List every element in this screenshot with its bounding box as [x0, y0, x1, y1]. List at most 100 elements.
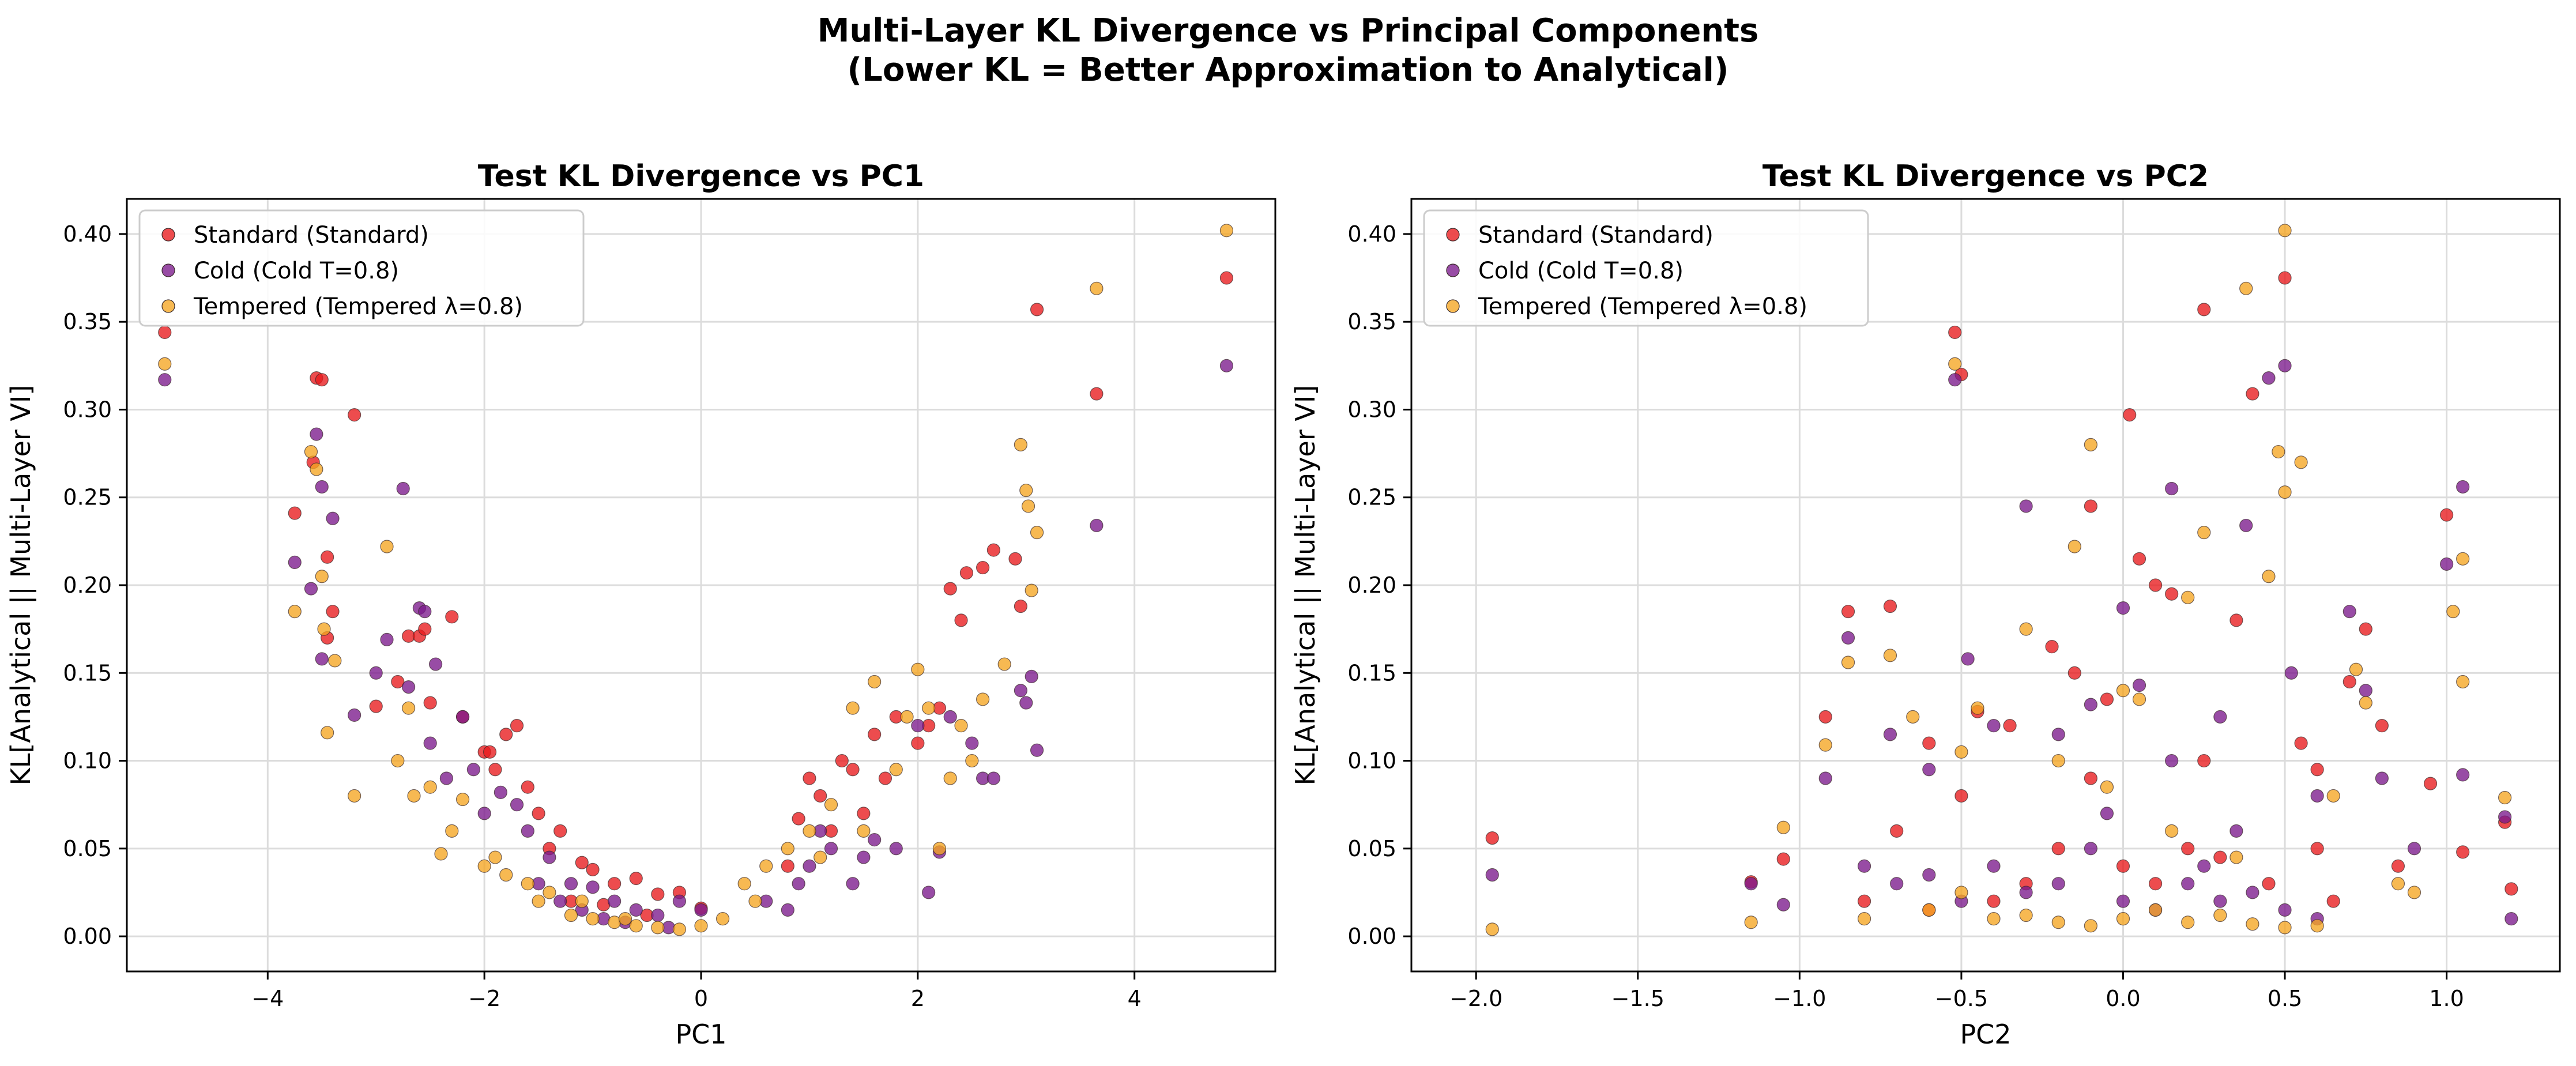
scatter-point-1-19 [510, 798, 524, 812]
scatter-point-2-42 [2246, 917, 2259, 931]
scatter-point-1-22 [2342, 605, 2356, 619]
scatter-point-2-27 [715, 912, 730, 926]
scatter-point-1-17 [477, 807, 491, 820]
scatter-point-0-25 [608, 877, 622, 891]
scatter-point-0-56 [878, 771, 892, 785]
scatter-point-1-40 [889, 842, 903, 856]
scatter-point-1-40 [2246, 886, 2259, 899]
scatter-point-1-25 [629, 903, 643, 917]
scatter-point-2-35 [889, 763, 903, 777]
legend-marker [1446, 263, 1460, 277]
scatter-point-0-34 [1987, 894, 2001, 908]
subplot-title: Test KL Divergence vs PC1 [478, 159, 924, 194]
scatter-point-1-41 [911, 719, 925, 733]
scatter-point-1-44 [1890, 877, 1904, 891]
y-tick-label: 0.35 [1347, 309, 1396, 334]
scatter-point-0-24 [586, 862, 600, 876]
legend-marker [1446, 228, 1460, 242]
scatter-point-0-5 [1883, 599, 1897, 613]
scatter-point-1-28 [2498, 810, 2512, 824]
scatter-point-2-30 [2456, 552, 2470, 566]
scatter-point-2-37 [2084, 919, 2097, 933]
legend-marker [1446, 299, 1460, 313]
scatter-point-2-42 [976, 692, 990, 706]
scatter-point-0-49 [2359, 622, 2372, 636]
scatter-point-1-29 [2505, 912, 2518, 926]
scatter-point-2-21 [2278, 224, 2292, 238]
scatter-point-2-6 [1906, 710, 1920, 724]
scatter-point-0-42 [911, 736, 925, 750]
scatter-point-0-22 [553, 824, 567, 838]
figure-title-line2: (Lower KL = Better Approximation to Anal… [848, 51, 1729, 89]
scatter-point-1-21 [2310, 789, 2324, 803]
y-tick-label: 0.05 [1347, 836, 1396, 861]
scatter-point-0-47 [976, 560, 990, 575]
scatter-point-0-12 [423, 696, 437, 710]
scatter-point-2-49 [1090, 281, 1104, 295]
scatter-point-2-56 [857, 824, 871, 838]
scatter-point-1-24 [608, 894, 622, 908]
scatter-point-2-37 [911, 662, 925, 676]
scatter-point-2-32 [1857, 912, 1871, 926]
legend [1423, 209, 1869, 327]
scatter-point-1-54 [792, 877, 805, 891]
scatter-point-2-31 [2498, 790, 2512, 805]
scatter-point-1-13 [428, 657, 443, 671]
scatter-point-2-17 [2197, 526, 2211, 540]
scatter-point-1-18 [494, 785, 507, 799]
scatter-point-0-49 [1008, 552, 1022, 566]
scatter-point-1-53 [1219, 359, 1234, 372]
legend-entry: Tempered (Tempered λ=0.8) [1478, 293, 1807, 320]
scatter-point-2-26 [694, 919, 708, 933]
y-tick-label: 0.25 [1347, 485, 1396, 510]
scatter-point-1-4 [1841, 631, 1855, 645]
scatter-point-1-7 [348, 708, 361, 722]
scatter-point-2-0 [158, 357, 172, 371]
scatter-point-2-5 [1883, 649, 1897, 662]
scatter-point-2-5 [317, 622, 331, 636]
legend-entry: Tempered (Tempered λ=0.8) [193, 293, 523, 320]
scatter-point-2-24 [651, 921, 665, 935]
scatter-point-1-12 [418, 605, 432, 619]
scatter-point-2-20 [564, 908, 578, 922]
scatter-point-0-43 [2391, 859, 2405, 873]
scatter-point-2-40 [943, 771, 957, 785]
scatter-point-0-45 [954, 613, 968, 627]
scatter-point-0-4 [1841, 605, 1855, 619]
scatter-point-1-20 [2284, 666, 2298, 680]
scatter-point-0-23 [575, 856, 589, 869]
scatter-point-2-19 [543, 886, 556, 899]
scatter-point-2-33 [1922, 903, 1936, 917]
scatter-point-0-11 [418, 622, 432, 636]
scatter-point-1-23 [586, 880, 600, 894]
scatter-point-1-8 [380, 632, 394, 647]
scatter-point-1-32 [1987, 859, 2001, 873]
scatter-point-2-59 [488, 850, 502, 864]
scatter-point-0-58 [391, 675, 405, 689]
scatter-point-2-49 [2391, 877, 2405, 891]
scatter-point-0-32 [1857, 894, 1871, 908]
scatter-point-1-5 [315, 652, 329, 666]
scatter-point-0-18 [2165, 587, 2179, 601]
y-tick-label: 0.00 [1347, 924, 1396, 949]
y-tick-label: 0.00 [63, 924, 112, 949]
scatter-point-1-27 [672, 894, 687, 908]
scatter-point-2-9 [1971, 701, 1984, 715]
scatter-point-2-58 [445, 824, 459, 838]
y-tick-label: 0.20 [63, 572, 112, 598]
legend-entry: Standard (Standard) [194, 222, 429, 248]
scatter-point-2-0 [1485, 922, 1499, 936]
scatter-point-0-46 [959, 566, 974, 580]
scatter-point-1-56 [857, 850, 871, 864]
scatter-point-0-21 [532, 807, 545, 820]
scatter-point-1-1 [288, 555, 302, 570]
scatter-point-1-10 [402, 680, 416, 694]
scatter-point-1-22 [564, 877, 578, 891]
scatter-point-0-24 [2310, 763, 2324, 777]
scatter-point-1-38 [846, 877, 860, 891]
scatter-point-0-53 [1219, 271, 1234, 285]
scatter-point-0-14 [2100, 692, 2114, 706]
scatter-point-2-18 [521, 877, 534, 891]
scatter-point-2-2 [304, 445, 318, 459]
scatter-point-0-27 [2423, 777, 2438, 790]
